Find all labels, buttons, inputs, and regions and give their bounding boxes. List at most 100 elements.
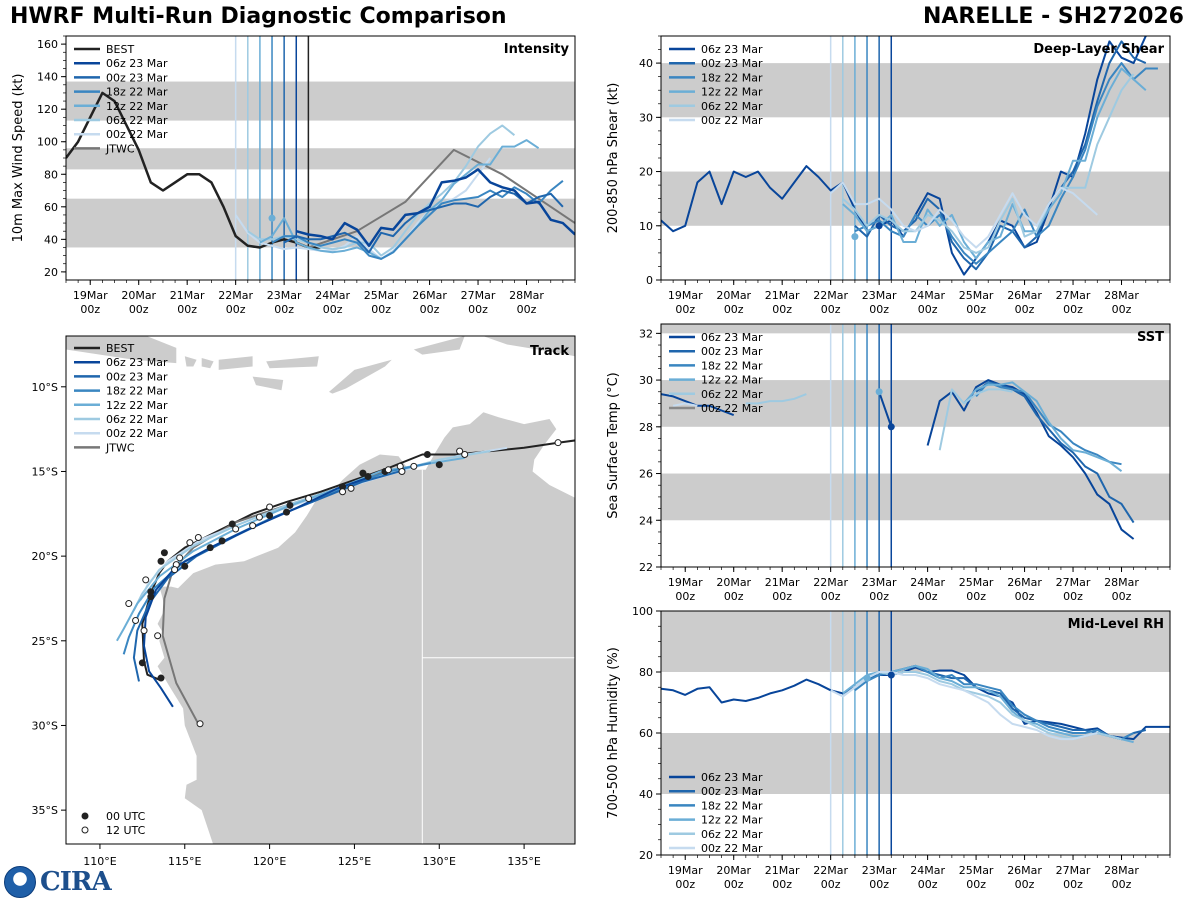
shear-xtick-label: 24Mar [910,289,945,302]
rh-xtick-label: 26Mar [1007,864,1042,877]
shear-xtick-sublabel: 00z [966,303,986,316]
intensity-xtick-sublabel: 00z [420,303,440,316]
track-point-00utc [364,473,372,481]
sst-xtick-sublabel: 00z [675,590,695,603]
rh-xtick-sublabel: 00z [724,878,744,891]
sst-ytick-label: 32 [639,327,653,340]
track-title: Track [530,344,569,359]
rh-legend-label: 00z 23 Mar [701,785,763,798]
track-point-12utc [142,576,150,584]
track-legend-label: 18z 22 Mar [106,385,168,398]
rh-xtick-label: 25Mar [959,864,994,877]
track-legend-label: 12z 22 Mar [106,399,168,412]
track-point-00utc [423,451,431,459]
sst-band [661,324,1170,334]
rh-ytick-label: 80 [639,666,653,679]
sst-marker [887,423,895,431]
intensity-legend-label: 12z 22 Mar [106,100,168,113]
shear-xtick-label: 21Mar [765,289,800,302]
intensity-xtick-label: 27Mar [461,289,496,302]
track-point-00utc [435,461,443,469]
rh-legend-label: 06z 22 Mar [701,828,763,841]
shear-ytick-label: 20 [639,166,653,179]
storm-name: NARELLE - SH272026 [922,4,1184,29]
track-frame [65,335,576,845]
shear-ytick-label: 30 [639,111,653,124]
track-point-00utc [206,544,214,552]
track-legend-label: JTWC [105,441,135,454]
track-point-12utc [554,439,562,447]
track-point-00utc [266,511,274,519]
intensity-panel: 2040608010012014016019Mar00z20Mar00z21Ma… [11,35,576,316]
intensity-legend-label: 06z 22 Mar [106,114,168,127]
track-point-12utc [154,632,162,640]
shear-series-line [830,181,1098,249]
shear-ytick-label: 10 [639,220,653,233]
track-panel: 110°E 115°E 120°E 125°E 130°E 135°E 10°S 15°S 20… [32,335,576,868]
track-point-12utc [255,513,263,521]
intensity-marker [268,214,276,222]
rh-marker [863,674,871,682]
sst-ytick-label: 22 [639,561,653,574]
track-point-12utc [384,466,392,474]
track-xtick-label: 125°E [338,855,371,868]
sst-ytick-label: 28 [639,421,653,434]
track-point-00utc [218,537,226,545]
rh-panel: 2040608010019Mar00z20Mar00z21Mar00z22Mar… [606,605,1171,891]
track-ytick-label: 25°S [32,635,58,648]
track-point-00utc [339,483,347,491]
intensity-xtick-label: 25Mar [364,289,399,302]
intensity-ytick-label: 80 [44,168,58,181]
rh-xtick-sublabel: 00z [1015,878,1035,891]
track-point-00utc [147,593,155,601]
sst-xtick-label: 24Mar [910,576,945,589]
shear-band [661,171,1170,226]
rh-xtick-sublabel: 00z [918,878,938,891]
sst-series-line [878,391,893,428]
sst-series-line [926,379,1135,540]
shear-legend-label: 06z 22 Mar [701,100,763,113]
logo-area: CIRA [4,866,112,898]
sst-xtick-label: 19Mar [668,576,703,589]
track-xtick-label: 130°E [423,855,456,868]
track-legend-label: 06z 22 Mar [106,413,168,426]
sst-xtick-sublabel: 00z [1063,590,1083,603]
intensity-xtick-sublabel: 00z [129,303,149,316]
java-island [66,336,177,364]
intensity-xtick-sublabel: 00z [468,303,488,316]
track-point-12utc [186,539,194,547]
flores-island [266,356,319,369]
sst-xtick-label: 21Mar [765,576,800,589]
intensity-series-line [295,168,575,248]
track-point-12utc [305,495,313,503]
rh-xtick-label: 21Mar [765,864,800,877]
track-legend-label: BEST [106,342,134,355]
rh-xtick-label: 23Mar [862,864,897,877]
track-ytick-label: 30°S [32,719,58,732]
shear-xtick-label: 23Mar [862,289,897,302]
intensity-legend-label: JTWC [105,142,135,155]
sst-series-line [672,402,698,407]
tanimbar-islands [413,336,465,355]
shear-xtick-sublabel: 00z [869,303,889,316]
sst-series-line [975,381,1135,524]
sst-series-line [745,393,807,405]
track-point-12utc [194,534,202,542]
rh-xtick-sublabel: 00z [772,878,792,891]
rh-ytick-label: 20 [639,849,653,862]
intensity-xtick-label: 24Mar [315,289,350,302]
intensity-xtick-label: 22Mar [218,289,253,302]
intensity-ytick-label: 20 [44,266,58,279]
australia-landmass [157,412,575,844]
shear-series-line [842,73,1135,254]
sst-xtick-label: 22Mar [813,576,848,589]
rh-xtick-label: 28Mar [1104,864,1139,877]
intensity-xtick-sublabel: 00z [80,303,100,316]
track-ytick-label: 35°S [32,804,58,817]
intensity-xtick-label: 20Mar [121,289,156,302]
sst-ytick-label: 24 [639,514,653,527]
intensity-xtick-sublabel: 00z [323,303,343,316]
new-guinea-coast [482,336,575,357]
rh-series-line [661,666,1170,741]
track-legend-label: 00z 23 Mar [106,370,168,383]
